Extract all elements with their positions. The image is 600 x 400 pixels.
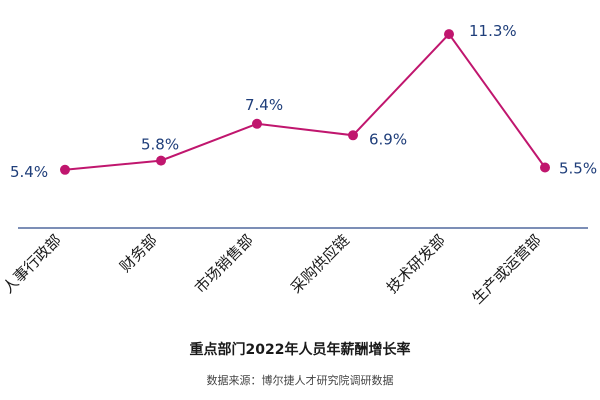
data-label-1: 5.4% [10, 163, 48, 181]
category-label-5: 技术研发部 [383, 231, 449, 297]
category-label-4: 采购供应链 [287, 231, 353, 297]
data-source: 数据来源：博尔捷人才研究院调研数据 [206, 374, 394, 387]
data-point-5 [444, 29, 454, 40]
data-label-4: 6.9% [369, 130, 407, 148]
data-label-6: 5.5% [559, 160, 597, 178]
category-label-6: 生产或运营部 [468, 231, 544, 307]
data-labels: 5.4% 5.8% 7.4% 6.9% 11.3% 5.5% [10, 22, 597, 181]
data-label-3: 7.4% [245, 96, 283, 114]
data-label-5: 11.3% [469, 22, 517, 40]
data-point-3 [252, 118, 262, 129]
data-label-2: 5.8% [141, 136, 179, 154]
category-label-1: 人事行政部 [0, 231, 65, 297]
data-point-6 [540, 162, 550, 173]
data-point-2 [156, 155, 166, 166]
category-label-2: 财务部 [116, 231, 161, 276]
category-labels: 人事行政部 财务部 市场销售部 采购供应链 技术研发部 生产或运营部 [0, 231, 545, 307]
data-point-1 [60, 164, 70, 175]
category-label-3: 市场销售部 [191, 231, 257, 297]
data-point-4 [348, 130, 358, 141]
series-line [64, 32, 546, 171]
data-points [60, 29, 550, 175]
chart-title: 重点部门2022年人员年薪酬增长率 [189, 342, 411, 358]
